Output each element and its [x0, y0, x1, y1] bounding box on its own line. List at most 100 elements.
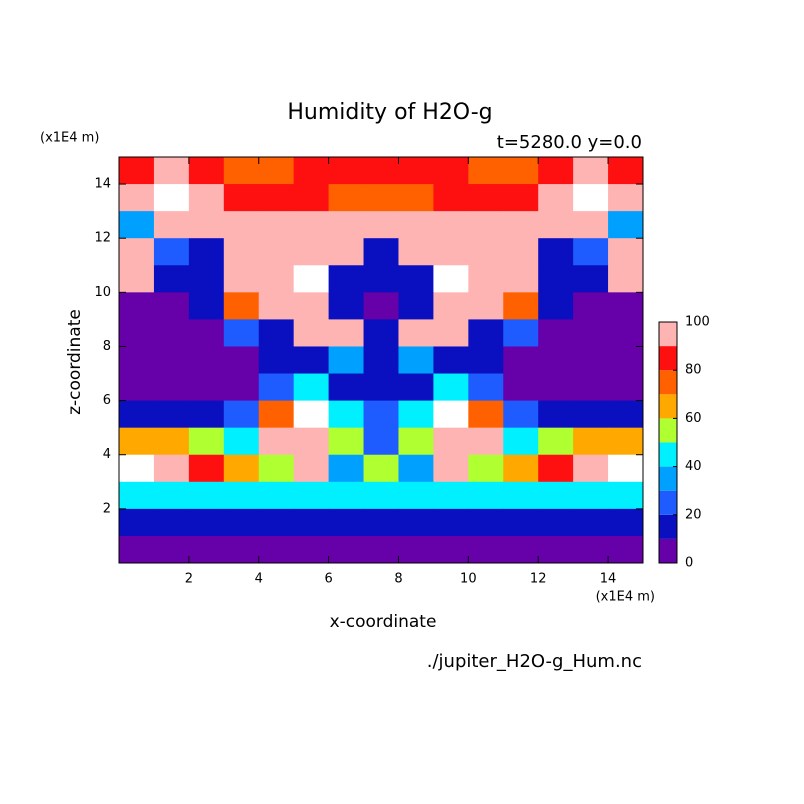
y-unit: (x1E4 m): [40, 131, 99, 146]
contour-cell: [503, 427, 539, 456]
contour-cell: [223, 157, 260, 185]
contour-cell: [433, 481, 469, 510]
contour-cell: [468, 346, 504, 375]
contour-cell: [398, 535, 434, 564]
contour-cell: [293, 481, 330, 510]
contour-cell: [188, 157, 225, 185]
colorbar-tick-label: 80: [685, 363, 702, 378]
contour-cell: [293, 157, 330, 185]
contour-cell: [433, 265, 469, 293]
contour-cell: [363, 535, 399, 564]
contour-cell: [538, 319, 574, 347]
source-file: ./jupiter_H2O-g_Hum.nc: [427, 651, 642, 672]
contour-cell: [468, 157, 504, 185]
contour-cell: [258, 400, 295, 429]
contour-cell: [153, 346, 190, 375]
contour-cell: [503, 346, 539, 375]
contour-cell: [293, 535, 330, 564]
colorbar-swatch: [659, 370, 677, 395]
contour-cell: [153, 157, 190, 185]
contour-cell: [119, 400, 155, 429]
y-tick-label: 4: [103, 447, 111, 462]
contour-cell: [363, 319, 399, 347]
contour-cell: [573, 400, 609, 429]
contour-cell: [223, 454, 260, 483]
contour-cell: [538, 346, 574, 375]
x-tick-label: 10: [460, 572, 477, 587]
contour-cell: [328, 535, 365, 564]
contour-cell: [363, 346, 399, 375]
contour-cell: [468, 211, 504, 239]
contour-cell: [293, 346, 330, 375]
contour-cell: [258, 157, 295, 185]
contour-cell: [328, 400, 365, 429]
contour-cell: [223, 346, 260, 375]
contour-cell: [433, 184, 469, 212]
contour-cell: [223, 319, 260, 347]
contour-cell: [538, 184, 574, 212]
contour-cell: [153, 211, 190, 239]
contour-cell: [573, 481, 609, 510]
colorbar-swatch: [659, 346, 677, 371]
contour-cell: [608, 454, 644, 483]
contour-cell: [608, 427, 644, 456]
contour-cell: [119, 535, 155, 564]
contour-cell: [153, 427, 190, 456]
contour-cell: [573, 373, 609, 402]
contour-cell: [468, 292, 504, 320]
contour-cell: [328, 346, 365, 375]
contour-cell: [503, 211, 539, 239]
contour-cell: [188, 238, 225, 266]
contour-cell: [293, 184, 330, 212]
contour-cell: [119, 292, 155, 320]
contour-cell: [468, 427, 504, 456]
chart-subtitle: t=5280.0 y=0.0: [497, 132, 642, 153]
contour-cell: [293, 400, 330, 429]
contour-cell: [398, 211, 434, 239]
contour-cell: [433, 238, 469, 266]
contour-cell: [468, 481, 504, 510]
contour-cell: [503, 508, 539, 537]
contour-cell: [398, 454, 434, 483]
contour-cell: [293, 265, 330, 293]
contour-cell: [153, 373, 190, 402]
contour-cell: [503, 319, 539, 347]
contour-cell: [468, 400, 504, 429]
contour-cell: [293, 211, 330, 239]
contour-cell: [188, 454, 225, 483]
contour-cell: [153, 265, 190, 293]
contour-cell: [223, 292, 260, 320]
contour-cell: [398, 427, 434, 456]
contour-cell: [503, 454, 539, 483]
plot-frame: [118, 156, 644, 564]
contour-cell: [153, 508, 190, 537]
contour-cell: [468, 535, 504, 564]
contour-cell: [398, 319, 434, 347]
contour-cell: [433, 346, 469, 375]
contour-cell: [468, 184, 504, 212]
contour-cell: [328, 184, 365, 212]
contour-cell: [223, 211, 260, 239]
contour-cell: [503, 184, 539, 212]
contour-cell: [258, 535, 295, 564]
contour-cell: [293, 238, 330, 266]
contour-cell: [328, 481, 365, 510]
contour-cell: [258, 319, 295, 347]
contour-cell: [119, 157, 155, 185]
contour-cell: [608, 238, 644, 266]
contour-cell: [188, 427, 225, 456]
contour-cell: [328, 427, 365, 456]
contour-cell: [608, 319, 644, 347]
contour-cell: [433, 454, 469, 483]
contour-cell: [119, 346, 155, 375]
contour-cell: [328, 265, 365, 293]
y-axis-label: z-coordinate: [65, 309, 85, 415]
contour-cell: [153, 319, 190, 347]
contour-cell: [153, 481, 190, 510]
contour-cell: [398, 346, 434, 375]
y-tick-label: 14: [94, 177, 111, 192]
contour-cell: [188, 481, 225, 510]
y-tick-label: 2: [103, 501, 111, 516]
contour-cell: [573, 265, 609, 293]
